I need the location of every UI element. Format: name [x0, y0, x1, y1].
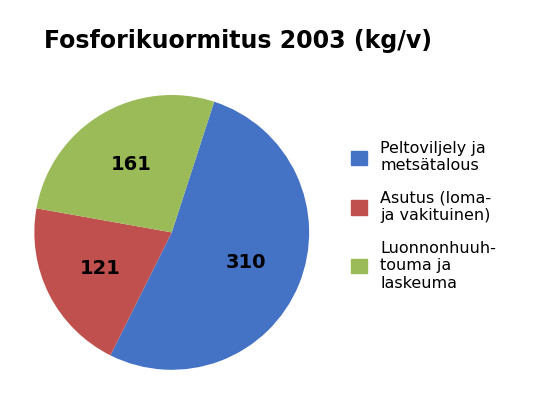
Wedge shape — [110, 102, 309, 370]
Text: 310: 310 — [225, 253, 266, 272]
Text: 161: 161 — [110, 154, 151, 173]
Wedge shape — [34, 208, 172, 355]
Wedge shape — [37, 95, 214, 232]
Text: 121: 121 — [80, 259, 121, 278]
Legend: Peltoviljely ja
metsätalous, Asutus (loma-
ja vakituinen), Luonnonhuuh-
touma ja: Peltoviljely ja metsätalous, Asutus (lom… — [351, 141, 496, 290]
Text: Fosforikuormitus 2003 (kg/v): Fosforikuormitus 2003 (kg/v) — [44, 29, 432, 53]
